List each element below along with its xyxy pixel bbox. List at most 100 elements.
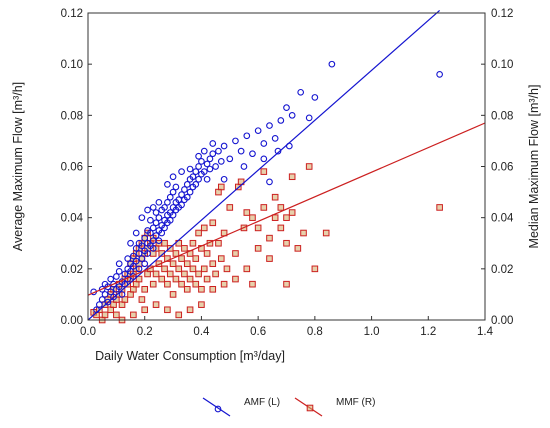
amf-data-point xyxy=(436,71,443,78)
mmf-data-point xyxy=(209,219,217,227)
mmf-data-point xyxy=(101,311,109,319)
y-left-tick-label: 0.04 xyxy=(61,213,84,225)
amf-data-point xyxy=(166,216,174,224)
amf-data-point xyxy=(158,229,166,237)
x-tick-label: 1.2 xyxy=(420,326,436,338)
amf-data-point xyxy=(288,111,296,119)
mmf-data-point xyxy=(175,265,183,273)
amf-data-point xyxy=(149,245,157,252)
y-left-tick-label: 0.12 xyxy=(61,8,83,20)
amf-data-point xyxy=(155,237,163,245)
amf-data-point xyxy=(101,291,109,298)
mmf-data-point xyxy=(283,214,290,221)
amf-data-point xyxy=(212,163,219,170)
mmf-data-point xyxy=(192,255,200,262)
amf-data-point xyxy=(206,155,214,163)
amf-data-point xyxy=(254,127,262,135)
mmf-data-point xyxy=(135,275,143,283)
amf-data-point xyxy=(237,147,245,155)
mmf-data-point xyxy=(200,224,208,232)
amf-data-point xyxy=(152,219,160,227)
amf-data-point xyxy=(164,198,171,206)
y-axis-left-label: Average Maximum Flow [m³/h] xyxy=(11,82,25,251)
y-left-tick-label: 0.06 xyxy=(61,162,83,174)
mmf-data-point xyxy=(283,239,290,247)
amf-data-point xyxy=(149,204,157,211)
mmf-data-point xyxy=(266,234,273,242)
amf-data-point xyxy=(195,175,202,183)
mmf-data-point xyxy=(436,204,443,211)
amf-data-point xyxy=(232,137,239,145)
mmf-data-point xyxy=(243,209,251,216)
mmf-data-point xyxy=(181,270,188,278)
amf-data-point xyxy=(115,268,123,275)
mmf-fit-line xyxy=(87,122,486,296)
amf-data-point xyxy=(209,150,217,158)
amf-data-point xyxy=(132,229,140,237)
mmf-data-point xyxy=(277,204,285,211)
mmf-data-point xyxy=(166,270,174,278)
amf-data-point xyxy=(138,214,146,222)
mmf-data-point xyxy=(212,270,219,278)
amf-data-point xyxy=(166,193,174,201)
mmf-data-point xyxy=(260,168,268,175)
amf-data-point xyxy=(328,60,336,68)
amf-data-point xyxy=(144,206,151,214)
amf-data-point xyxy=(169,211,177,219)
mmf-data-point xyxy=(254,245,262,252)
mmf-data-point xyxy=(271,214,279,221)
mmf-data-point xyxy=(158,275,166,283)
mmf-data-point xyxy=(226,204,234,211)
mmf-data-point xyxy=(164,280,171,288)
mmf-data-point xyxy=(294,245,302,252)
mmf-data-point xyxy=(200,265,208,273)
amf-data-point xyxy=(130,252,137,260)
amf-data-point xyxy=(107,275,115,283)
amf-data-point xyxy=(183,181,191,188)
amf-data-point xyxy=(147,229,154,237)
amf-data-point xyxy=(192,168,200,175)
amf-data-point xyxy=(220,142,228,150)
amf-data-point xyxy=(311,94,319,101)
mmf-data-point xyxy=(181,245,188,252)
y-right-tick-label: 0.06 xyxy=(491,162,513,174)
amf-data-point xyxy=(110,293,117,301)
mmf-data-point xyxy=(186,306,194,314)
mmf-data-point xyxy=(189,265,197,273)
amf-data-point xyxy=(138,255,146,262)
mmf-data-point xyxy=(138,296,146,303)
y-left-tick-label: 0.08 xyxy=(61,110,83,122)
amf-data-point xyxy=(266,122,273,129)
amf-data-point xyxy=(169,188,177,196)
y-right-tick-label: 0.10 xyxy=(491,59,513,71)
amf-data-point xyxy=(144,250,151,257)
mmf-data-point xyxy=(203,275,211,283)
amf-data-point xyxy=(178,191,185,198)
amf-data-point xyxy=(155,198,163,206)
x-tick-label: 0.0 xyxy=(80,326,96,338)
amf-data-point xyxy=(155,214,163,222)
mmf-data-point xyxy=(232,250,239,257)
mmf-data-point xyxy=(186,275,194,283)
mmf-data-point xyxy=(169,260,177,268)
amf-data-point xyxy=(118,291,126,298)
amf-data-point xyxy=(124,255,132,262)
amf-data-point xyxy=(161,204,168,211)
amf-data-point xyxy=(192,181,200,188)
amf-data-point xyxy=(95,301,103,309)
y-left-tick-label: 0.02 xyxy=(61,264,83,276)
amf-data-point xyxy=(178,168,185,175)
mmf-data-point xyxy=(121,296,129,303)
mmf-data-point xyxy=(130,311,137,319)
amf-data-point xyxy=(138,242,146,250)
x-tick-label: 1.0 xyxy=(364,326,380,338)
mmf-data-point xyxy=(203,250,211,257)
amf-data-point xyxy=(161,224,168,232)
legend: AMF (L) MMF (R) xyxy=(202,397,375,417)
amf-data-point xyxy=(127,239,134,247)
mmf-data-point xyxy=(311,265,319,273)
y-right-tick-label: 0.04 xyxy=(491,213,514,225)
x-tick-label: 0.6 xyxy=(250,326,266,338)
amf-marker-group xyxy=(90,60,443,314)
